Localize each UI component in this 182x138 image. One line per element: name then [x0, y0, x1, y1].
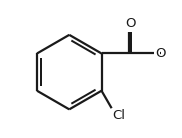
Text: O: O — [125, 17, 136, 30]
Text: O: O — [155, 47, 166, 60]
Text: Cl: Cl — [112, 109, 125, 122]
